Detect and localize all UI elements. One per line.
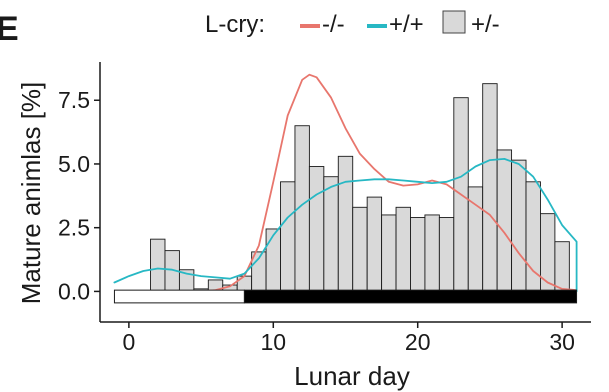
histogram-bar [280, 181, 296, 292]
histogram-bar [308, 166, 325, 292]
histogram-bar [467, 186, 484, 292]
histogram-bar [337, 155, 354, 292]
histogram-bar [236, 275, 253, 292]
x-ticks: 0 10 20 30 [122, 322, 575, 355]
dark-period-bar [243, 289, 578, 304]
y-tick-label: 5.0 [58, 151, 90, 177]
y-ticks: 0.0 2.5 5.0 7.5 [58, 87, 100, 304]
y-axis-title: Mature animlas [%] [16, 82, 46, 305]
x-axis: 0 10 20 30 [100, 321, 591, 355]
x-tick-label: 0 [122, 329, 135, 355]
x-tick-label: 30 [549, 329, 575, 355]
plot-area [113, 73, 578, 304]
histogram-bar [265, 228, 281, 292]
y-tick-label: 2.5 [58, 215, 90, 241]
y-axis: 0.0 2.5 5.0 7.5 [58, 62, 101, 322]
legend: L-cry: -/- +/+ +/- [205, 10, 500, 38]
legend-label-wildtype: +/+ [389, 11, 424, 38]
histogram-bar [496, 149, 513, 292]
histogram-bar [424, 214, 440, 292]
histogram-bar [323, 176, 339, 292]
legend-key-wildtype [367, 24, 387, 28]
histogram-bar [540, 213, 556, 292]
x-tick-label: 20 [405, 329, 431, 355]
histogram-bar [482, 83, 498, 292]
histogram-bar [352, 206, 368, 292]
legend-label-heterozygous: +/- [471, 11, 500, 38]
histogram-bar [366, 196, 383, 292]
x-tick-label: 10 [260, 329, 286, 355]
legend-label-knockout: -/- [322, 11, 345, 38]
histogram-bar [438, 217, 455, 292]
y-tick-label: 0.0 [58, 278, 90, 304]
density-line-knockout [200, 73, 578, 293]
x-axis-title: Lunar day [294, 361, 410, 391]
panel-label: E [0, 10, 19, 48]
legend-title: L-cry: [205, 11, 265, 38]
y-tick-label: 7.5 [58, 87, 90, 113]
histogram-bar [381, 214, 397, 292]
histogram-bar [410, 217, 426, 292]
light-period-bar [113, 289, 245, 304]
legend-key-heterozygous [442, 10, 466, 34]
density-line-wildtype [113, 158, 578, 293]
histogram-bar [150, 238, 166, 292]
histogram-bar [554, 241, 570, 292]
histogram-bar [511, 159, 527, 292]
legend-key-knockout [300, 24, 320, 28]
histogram-bar [395, 206, 411, 292]
